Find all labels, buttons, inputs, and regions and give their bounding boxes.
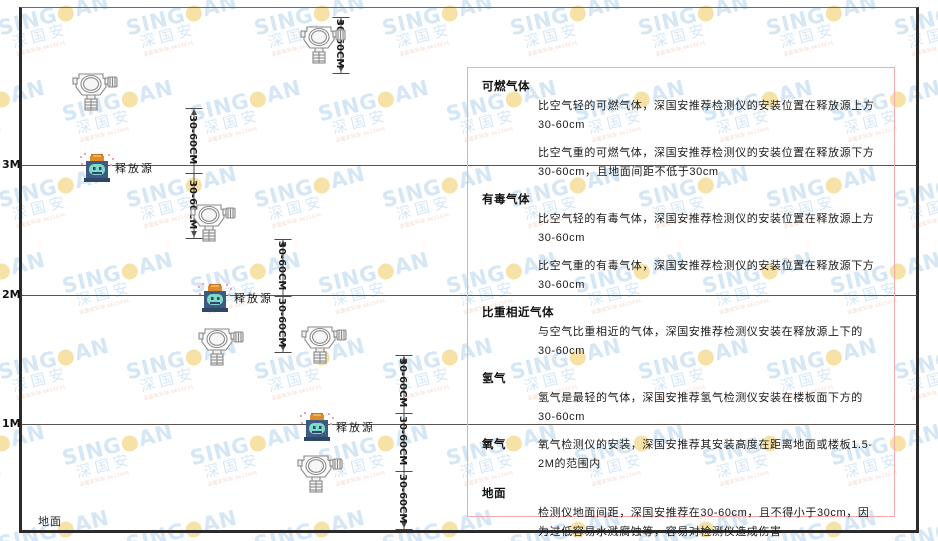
source-leader-line — [27, 165, 79, 166]
dimension-tick — [274, 352, 292, 353]
panel-section-body: 检测仪地面间距，深国安推荐在30-60cm，且不得小于30cm，因为过低容易水溅… — [538, 504, 880, 541]
chain-right: 30-60CM 30-60CM 30-60CM — [392, 355, 416, 530]
dimension-tick — [185, 108, 203, 109]
level-label-1m: 1M — [2, 417, 21, 430]
panel-paragraph: 比空气重的有毒气体，深国安推荐检测仪的安装位置在释放源下方30-60cm — [538, 260, 875, 291]
gas-detector-icon — [196, 323, 246, 374]
dimension-tick — [332, 73, 350, 74]
panel-paragraph: 与空气比重相近的气体，深国安推荐检测仪安装在释放源上下的30-60cm — [538, 326, 863, 357]
dimension-tick — [274, 296, 292, 297]
panel-paragraph: 比空气轻的可燃气体，深国安推荐检测仪的安装位置在释放源上方30-60cm — [538, 100, 875, 131]
guidance-panel: 可燃气体 比空气轻的可燃气体，深国安推荐检测仪的安装位置在释放源上方30-60cm… — [467, 67, 895, 538]
gas-detector-icon — [70, 68, 120, 119]
dimension-label: 30-60CM — [397, 358, 408, 408]
panel-section: 有毒气体 比空气轻的有毒气体，深国安推荐检测仪的安装位置在释放源上方30-60cm… — [482, 191, 880, 295]
dimension-arrow-bottom — [338, 66, 344, 72]
level-label-2m: 2M — [2, 288, 21, 301]
panel-paragraph: 氢气是最轻的气体，深国安推荐氢气检测仪安装在楼板面下方的30-60cm — [538, 392, 863, 423]
chain-top: 30-60CM — [329, 17, 353, 74]
source-leader-line — [27, 424, 299, 425]
dimension-arrow-top — [280, 240, 286, 246]
panel-section: 可燃气体 比空气轻的可燃气体，深国安推荐检测仪的安装位置在释放源上方30-60cm… — [482, 78, 880, 182]
gas-detector-icon — [298, 21, 348, 72]
release-source-icon — [79, 152, 115, 191]
dimension-line — [403, 355, 405, 529]
panel-section-heading: 可燃气体 — [482, 79, 530, 93]
panel-section: 比重相近气体与空气比重相近的气体，深国安推荐检测仪安装在释放源上下的30-60c… — [482, 304, 880, 361]
dimension-tick — [185, 173, 203, 174]
dimension-arrow-bottom — [280, 345, 286, 351]
dimension-tick — [395, 355, 413, 356]
dimension-arrow-top — [191, 109, 197, 115]
panel-paragraph: 氧气检测仪的安装，深国安推荐其安装高度在距离地面或楼板1.5-2M的范围内 — [538, 439, 873, 470]
dimension-label: 30-60CM — [397, 474, 408, 524]
ground-label: 地面 — [38, 516, 62, 528]
dimension-label: 30-60CM — [397, 416, 408, 466]
panel-section-body: 与空气比重相近的气体，深国安推荐检测仪安装在释放源上下的30-60cm — [538, 323, 880, 361]
dimension-label: 30-60CM — [276, 298, 287, 348]
panel-section: 地面检测仪地面间距，深国安推荐在30-60cm，且不得小于30cm，因为过低容易… — [482, 485, 880, 541]
dimension-tick — [395, 471, 413, 472]
panel-section-heading: 氧气 — [482, 437, 506, 451]
panel-section-heading: 有毒气体 — [482, 192, 530, 206]
dimension-arrow-bottom — [191, 231, 197, 237]
panel-paragraph: 检测仪地面间距，深国安推荐在30-60cm，且不得小于30cm，因为过低容易水溅… — [538, 507, 870, 538]
dimension-arrow-top — [338, 18, 344, 24]
dimension-line — [282, 239, 284, 352]
gas-detector-icon — [299, 321, 349, 372]
dimension-tick — [332, 17, 350, 18]
panel-section-body: 比空气轻的可燃气体，深国安推荐检测仪的安装位置在释放源上方30-60cm 比空气重… — [538, 97, 880, 182]
panel-section-body: 比空气轻的有毒气体，深国安推荐检测仪的安装位置在释放源上方30-60cm 比空气重… — [538, 210, 880, 295]
dimension-tick — [185, 238, 203, 239]
release-source-label: 释放源 — [115, 163, 154, 175]
panel-section-body: 氢气是最轻的气体，深国安推荐氢气检测仪安装在楼板面下方的30-60cm — [538, 389, 880, 427]
dimension-label: 30-60CM — [187, 115, 198, 165]
release-source-icon — [197, 282, 233, 321]
release-source-label: 释放源 — [234, 293, 273, 305]
panel-section: 氢气氢气是最轻的气体，深国安推荐氢气检测仪安装在楼板面下方的30-60cm — [482, 370, 880, 427]
panel-paragraph: 比空气重的可燃气体，深国安推荐检测仪的安装位置在释放源下方30-60cm，且地面… — [538, 147, 875, 178]
level-label-3m: 3M — [2, 158, 21, 171]
dimension-tick — [395, 529, 413, 530]
dimension-tick — [274, 239, 292, 240]
panel-section: 氧气 氧气检测仪的安装，深国安推荐其安装高度在距离地面或楼板1.5-2M的范围内 — [482, 436, 880, 483]
dimension-label: 30-60CM — [276, 241, 287, 291]
level-line-2m — [22, 295, 917, 296]
release-source-icon — [299, 411, 335, 450]
panel-section-heading: 比重相近气体 — [482, 305, 554, 319]
dimension-arrow-top — [401, 356, 407, 362]
release-source-label: 释放源 — [336, 422, 375, 434]
panel-paragraph: 比空气轻的有毒气体，深国安推荐检测仪的安装位置在释放源上方30-60cm — [538, 213, 875, 244]
dimension-arrow-bottom — [401, 522, 407, 528]
gas-detector-icon — [188, 199, 238, 250]
dimension-line — [340, 17, 342, 73]
source-leader-line — [27, 295, 197, 296]
panel-section-heading: 氢气 — [482, 371, 506, 385]
diagram-frame — [19, 7, 919, 533]
level-line-3m — [22, 165, 917, 166]
level-line-1m — [22, 424, 917, 425]
panel-section-heading: 地面 — [482, 486, 506, 500]
chain-mid: 30-60CM 30-60CM — [271, 239, 295, 353]
gas-detector-icon — [295, 450, 345, 501]
chain-upper: 30-60CM 30-60CM — [182, 108, 206, 239]
dimension-tick — [395, 413, 413, 414]
